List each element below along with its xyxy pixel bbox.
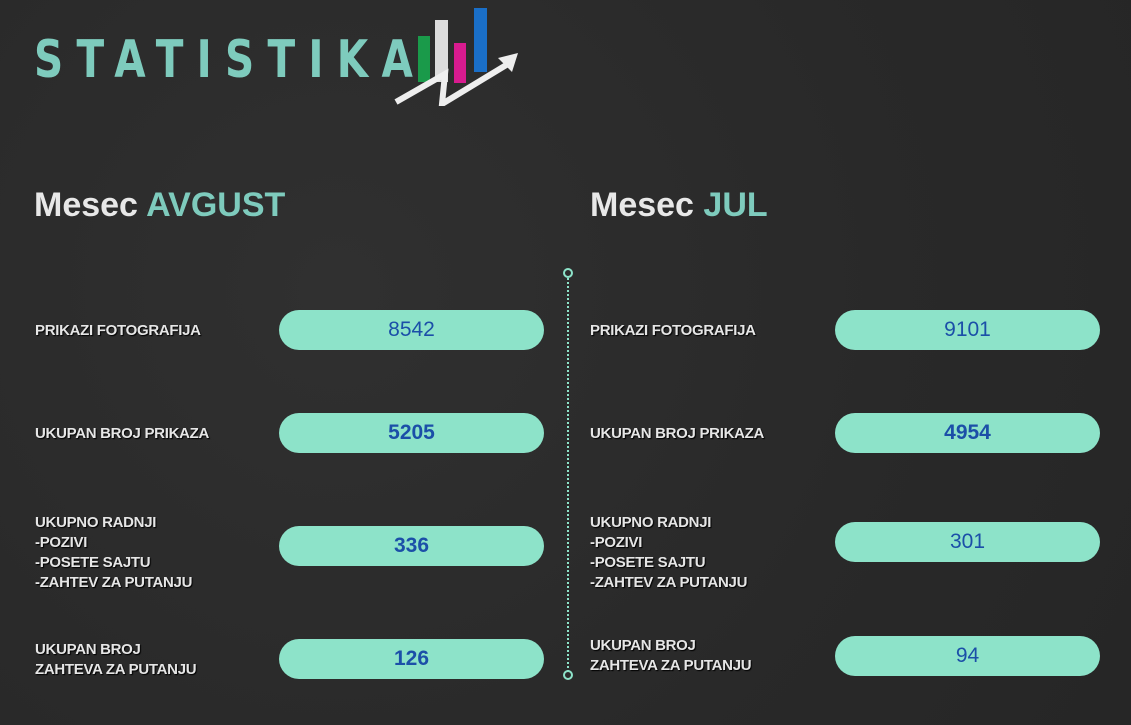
logo-bar-magenta [454,43,466,83]
month-prefix: Mesec [34,186,138,224]
stat-value-pill: 301 [835,522,1100,562]
stat-label: PRIKAZI FOTOGRAFIJA [35,322,201,339]
label-line: -POZIVI [35,534,88,551]
stat-label-multiline: UKUPNO RADNJI -POZIVI -POSETE SAJTU -ZAH… [590,513,747,593]
label-line: -POZIVI [590,534,643,551]
label-line: -ZAHTEV ZA PUTANJU [590,574,748,591]
stat-value-pill: 8542 [279,310,544,350]
stat-label-multiline: UKUPAN BROJ ZAHTEVA ZA PUTANJU [590,636,752,676]
stat-value-pill: 126 [279,639,544,679]
label-line: UKUPAN BROJ [590,637,696,654]
label-line: UKUPNO RADNJI [590,514,712,531]
stat-value-pill: 5205 [279,413,544,453]
stat-label: PRIKAZI FOTOGRAFIJA [590,322,756,339]
label-line: -POSETE SAJTU [590,554,706,571]
chart-growth-icon [394,8,518,106]
logo-bar-white [435,20,448,82]
label-line: -ZAHTEV ZA PUTANJU [35,574,193,591]
month-heading-july: Mesec JUL [590,186,768,225]
label-line: ZAHTEVA ZA PUTANJU [35,661,197,678]
stat-value-pill: 336 [279,526,544,566]
page-title: STATISTIKA [34,30,427,90]
stat-value-pill: 4954 [835,413,1100,453]
logo-arrow-line [394,61,510,106]
stat-label-multiline: UKUPNO RADNJI -POZIVI -POSETE SAJTU -ZAH… [35,513,192,593]
label-line: UKUPAN BROJ [35,641,141,658]
month-heading-august: Mesec AVGUST [34,186,285,225]
stat-label-multiline: UKUPAN BROJ ZAHTEVA ZA PUTANJU [35,640,197,680]
stat-label: UKUPAN BROJ PRIKAZA [35,425,210,442]
label-line: UKUPNO RADNJI [35,514,157,531]
column-divider [567,273,569,676]
logo-bar-blue [474,8,487,72]
month-prefix: Mesec [590,186,694,224]
divider-dot-top [563,268,573,278]
stat-value-pill: 9101 [835,310,1100,350]
divider-dot-bottom [563,670,573,680]
logo-arrow-head [498,53,518,72]
month-name: AVGUST [146,186,286,224]
label-line: -POSETE SAJTU [35,554,151,571]
stat-label: UKUPAN BROJ PRIKAZA [590,425,765,442]
label-line: ZAHTEVA ZA PUTANJU [590,657,752,674]
month-name: JUL [703,186,768,224]
stat-value-pill: 94 [835,636,1100,676]
logo-bar-green [418,36,430,82]
